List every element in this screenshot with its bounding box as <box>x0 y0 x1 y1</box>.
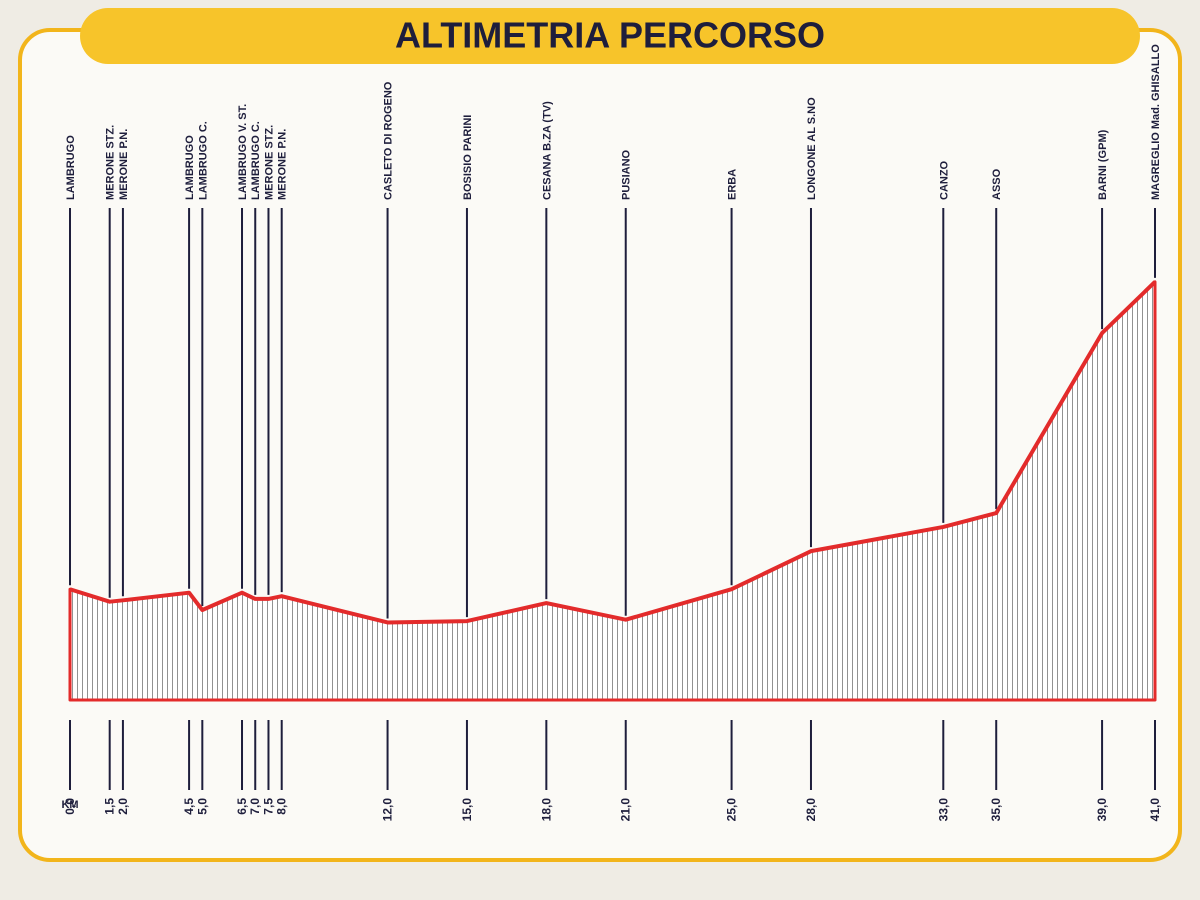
place-label: MERONE P.N. <box>118 129 130 200</box>
title-banner <box>80 8 1140 64</box>
place-label: LAMBRUGO C. <box>250 121 262 200</box>
x-tick-label: 41,0 <box>1148 798 1162 822</box>
x-tick-label: 2,0 <box>116 798 130 815</box>
place-label: PUSIANO <box>621 149 633 200</box>
x-tick-label: 15,0 <box>460 798 474 822</box>
x-tick-label: 12,0 <box>381 798 395 822</box>
x-tick-label: 35,0 <box>989 798 1003 822</box>
place-label: LAMBRUGO <box>184 135 196 200</box>
profile-line <box>69 280 1157 625</box>
x-tick-label: 28,0 <box>804 798 818 822</box>
place-label: LONGONE AL S.NO <box>806 97 818 200</box>
place-label: BARNI (GPM) <box>1097 129 1109 200</box>
x-tick-label: 6,5 <box>235 798 249 815</box>
place-label: CASLETO DI ROGENO <box>383 81 395 200</box>
place-label: MERONE P.N. <box>277 129 289 200</box>
place-label: MERONE STZ. <box>105 125 117 200</box>
place-label: MERONE STZ. <box>263 125 275 200</box>
place-label: LAMBRUGO V. ST. <box>237 104 249 200</box>
x-tick-label: 7,0 <box>248 798 262 815</box>
place-label: CESANA B.ZA (TV) <box>541 101 553 200</box>
x-tick-label: 25,0 <box>725 798 739 822</box>
x-tick-label: 0,0 <box>63 798 77 815</box>
x-tick-label: 21,0 <box>619 798 633 822</box>
chart-title: ALTIMETRIA PERCORSO <box>395 15 825 56</box>
x-tick-label: 39,0 <box>1095 798 1109 822</box>
x-tick-label: 8,0 <box>275 798 289 815</box>
x-tick-label: 33,0 <box>936 798 950 822</box>
place-label: BOSISIO PARINI <box>462 115 474 200</box>
place-label: CANZO <box>938 160 950 200</box>
place-label: ERBA <box>727 169 739 200</box>
x-tick-label: 7,5 <box>261 798 275 815</box>
place-label: LAMBRUGO <box>65 135 77 200</box>
x-tick-label: 4,5 <box>182 798 196 815</box>
x-tick-label: 1,5 <box>103 798 117 815</box>
x-axis-label: KM <box>61 799 78 811</box>
x-tick-label: 5,0 <box>195 798 209 815</box>
place-label: LAMBRUGO C. <box>197 121 209 200</box>
place-label: ASSO <box>991 168 1003 200</box>
x-tick-label: 18,0 <box>539 798 553 822</box>
place-label: MAGREGLIO Mad. GHISALLO <box>1150 44 1162 200</box>
